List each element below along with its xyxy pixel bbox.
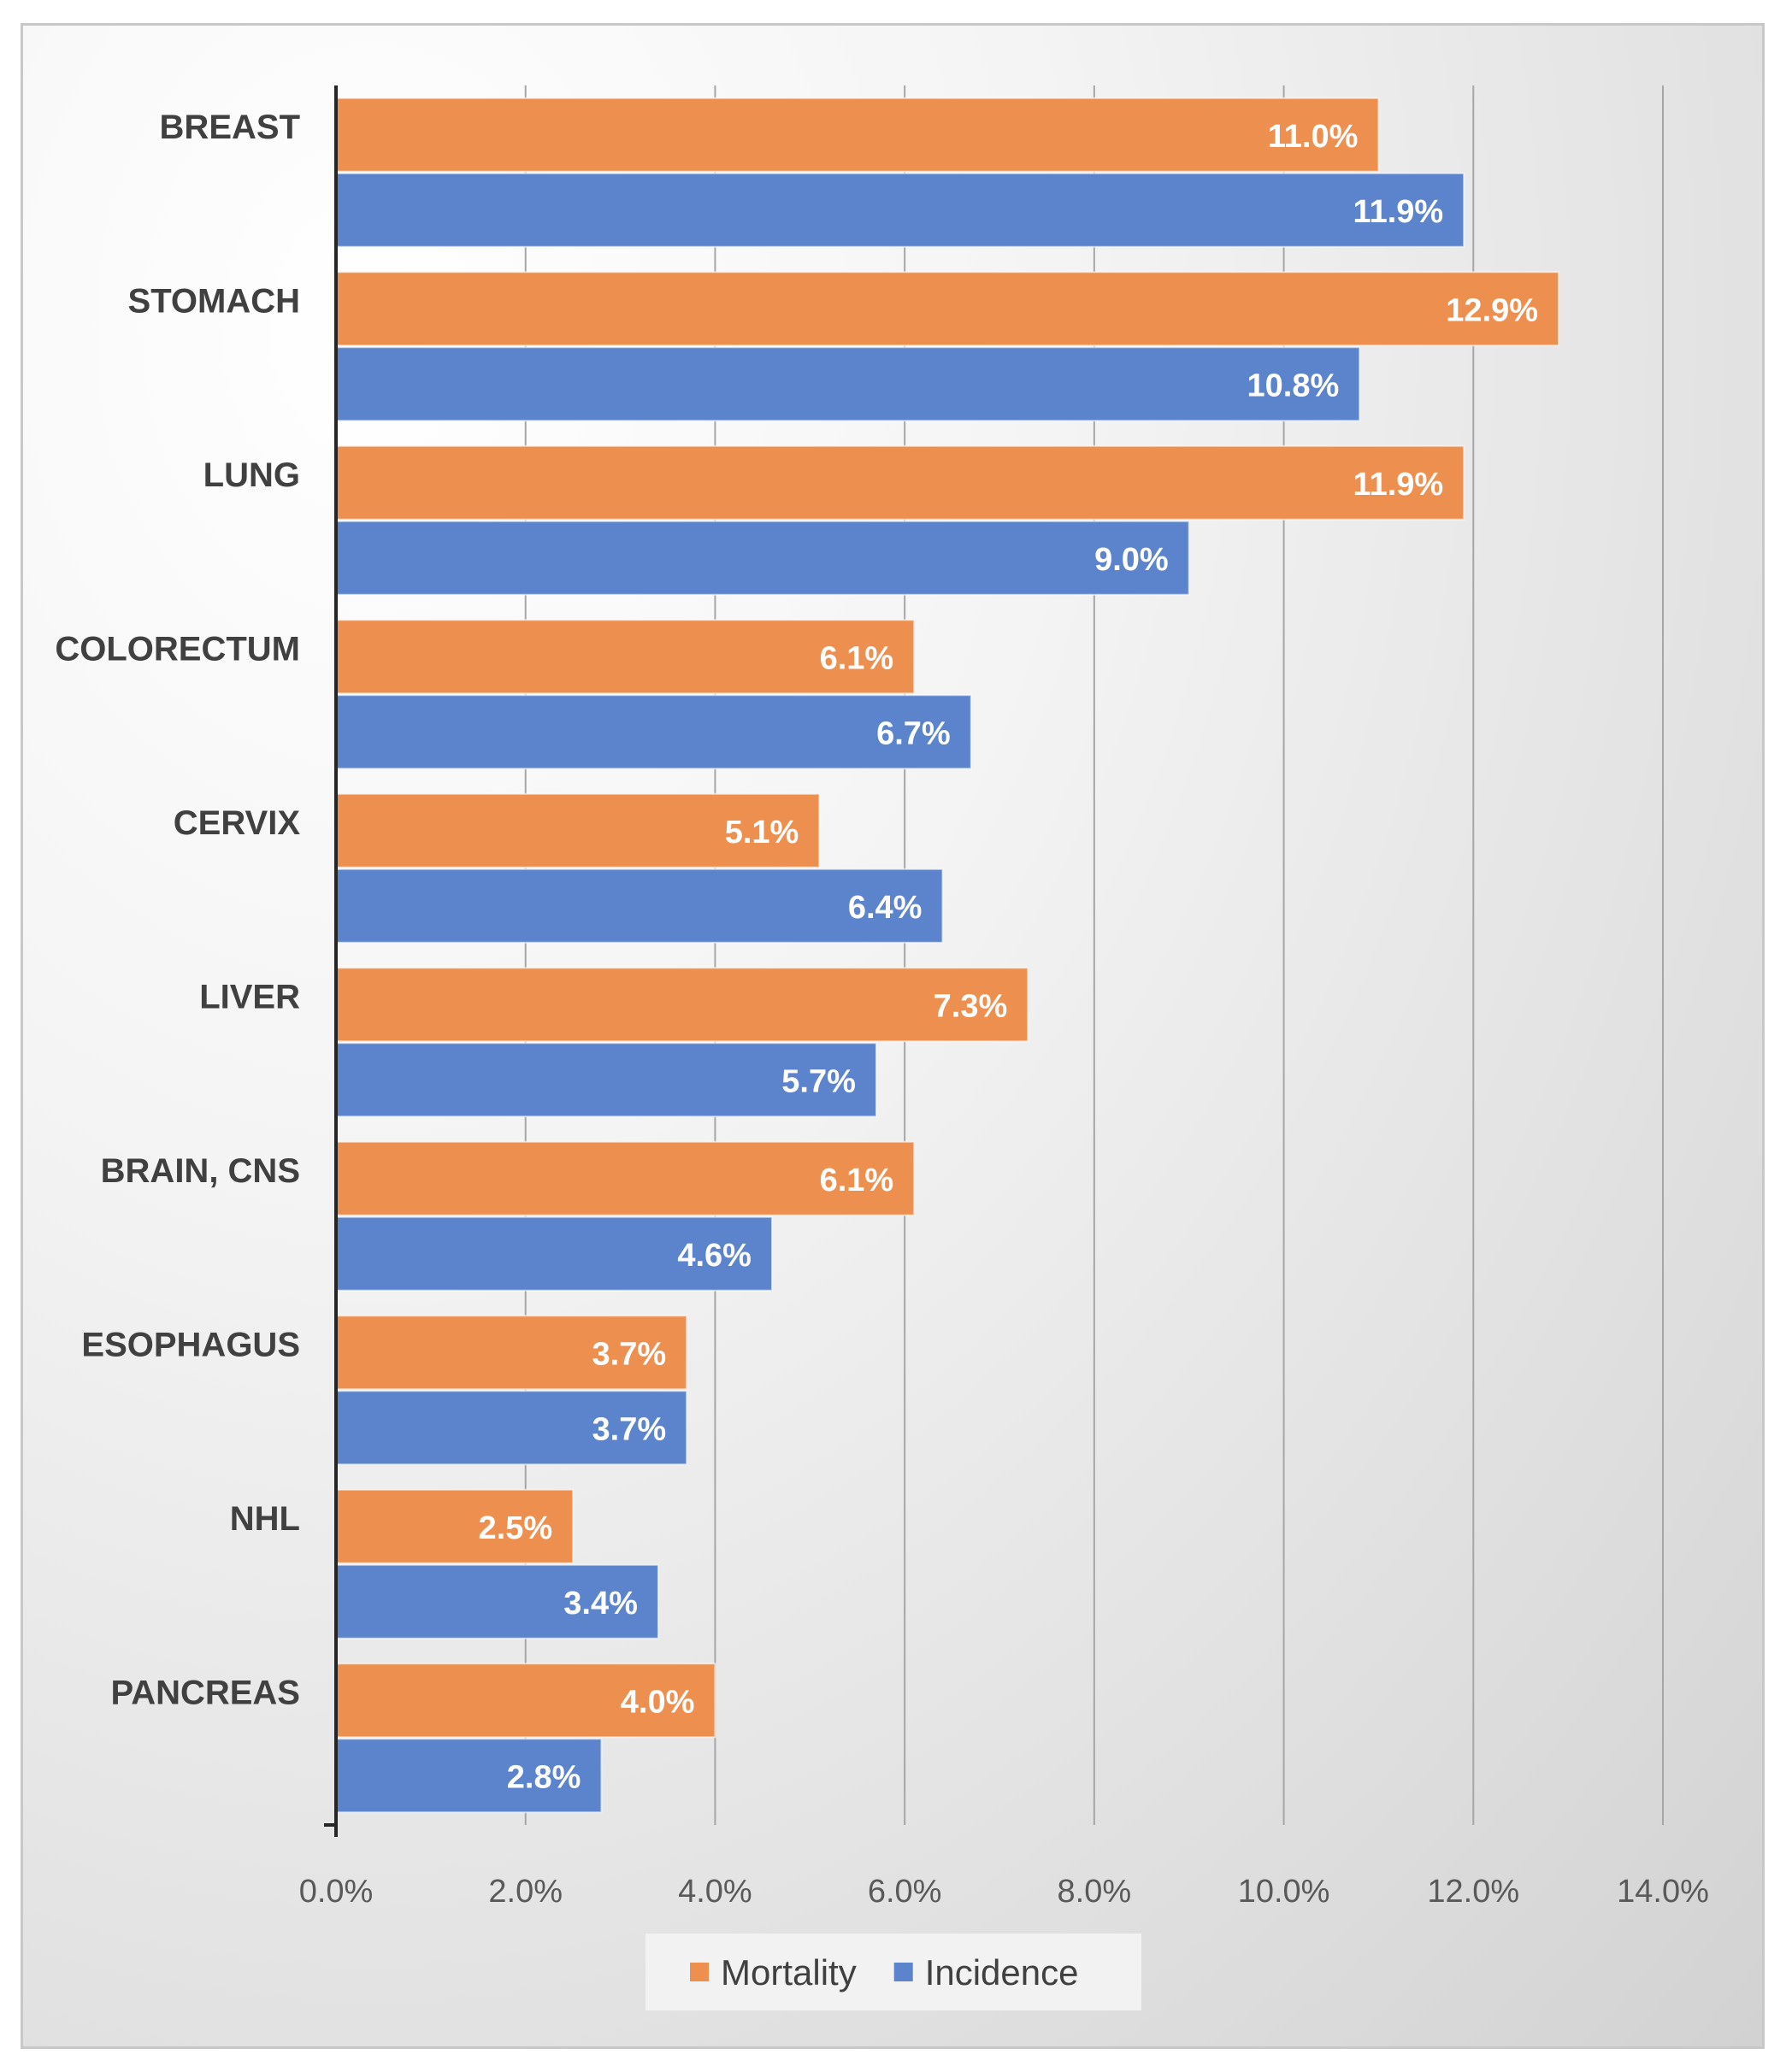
bar-mortality-lung [335, 444, 1465, 521]
x-tick-label-0: 0.0% [299, 1874, 374, 1910]
data-label-incidence-liver: 5.7% [781, 1063, 856, 1099]
category-label-lung: LUNG [203, 456, 300, 494]
bar-mortality-breast [335, 97, 1380, 173]
bar-incidence-nhl [335, 1563, 659, 1639]
chart-frame: 11.0% 11.9% BREAST 12.9% 10.8% STOMACH 11.9% 9.… [21, 23, 1765, 2049]
x-tick-label-1: 2.0% [488, 1874, 563, 1910]
category-label-liver: LIVER [199, 978, 300, 1015]
bar-mortality-cervix [335, 792, 821, 868]
data-label-incidence-lung: 9.0% [1094, 542, 1169, 578]
data-label-incidence-esophagus: 3.7% [592, 1411, 667, 1447]
category-label-pancreas: PANCREAS [110, 1674, 300, 1711]
bar-mortality-esophagus [335, 1315, 688, 1391]
data-label-incidence-colorectum: 6.7% [876, 715, 951, 751]
data-label-incidence-cervix: 6.4% [848, 890, 923, 926]
bar-chart: 11.0% 11.9% BREAST 12.9% 10.8% STOMACH 11.9% 9.… [55, 85, 1709, 2010]
data-label-mortality-colorectum: 6.1% [820, 640, 894, 676]
legend-swatch-mortality [690, 1963, 709, 1981]
bar-incidence-breast [335, 172, 1465, 248]
x-tick-label-4: 8.0% [1058, 1874, 1132, 1910]
data-label-incidence-breast: 11.9% [1353, 194, 1444, 230]
data-label-mortality-pancreas: 4.0% [621, 1684, 695, 1720]
bar-incidence-pancreas [335, 1738, 603, 1814]
data-label-incidence-brain-cns: 4.6% [677, 1238, 752, 1274]
data-label-mortality-liver: 7.3% [934, 988, 1008, 1024]
category-label-stomach: STOMACH [128, 282, 300, 320]
bar-mortality-brain-cns [335, 1140, 916, 1216]
x-tick-label-3: 6.0% [868, 1874, 942, 1910]
bar-mortality-stomach [335, 271, 1560, 347]
category-label-cervix: CERVIX [174, 804, 301, 842]
legend-box [645, 1934, 1141, 2010]
category-label-nhl: NHL [230, 1500, 300, 1538]
category-label-brain-cns: BRAIN, CNS [101, 1152, 300, 1190]
data-label-mortality-lung: 11.9% [1353, 467, 1444, 503]
x-tick-label-7: 14.0% [1617, 1874, 1709, 1910]
data-label-incidence-nhl: 3.4% [563, 1586, 638, 1622]
data-label-mortality-brain-cns: 6.1% [820, 1163, 894, 1198]
x-tick-label-5: 10.0% [1238, 1874, 1330, 1910]
data-label-incidence-stomach: 10.8% [1247, 368, 1340, 403]
data-label-mortality-cervix: 5.1% [725, 815, 799, 851]
x-tick-label-2: 4.0% [678, 1874, 752, 1910]
category-label-breast: BREAST [160, 109, 300, 146]
data-label-incidence-pancreas: 2.8% [507, 1759, 581, 1795]
x-tick-label-6: 12.0% [1427, 1874, 1519, 1910]
data-label-mortality-stomach: 12.9% [1446, 292, 1538, 328]
data-label-mortality-esophagus: 3.7% [592, 1336, 667, 1372]
bar-incidence-liver [335, 1042, 877, 1118]
data-label-mortality-nhl: 2.5% [479, 1510, 553, 1546]
bar-mortality-liver [335, 967, 1029, 1043]
legend-label-mortality: Mortality [721, 1952, 857, 1993]
bar-incidence-brain-cns [335, 1216, 773, 1292]
bar-incidence-colorectum [335, 694, 972, 770]
legend-label-incidence: Incidence [925, 1952, 1079, 1993]
bar-incidence-stomach [335, 346, 1361, 422]
bar-mortality-pancreas [335, 1663, 716, 1739]
bar-mortality-nhl [335, 1488, 575, 1564]
data-label-mortality-breast: 11.0% [1268, 119, 1359, 155]
bar-incidence-lung [335, 520, 1190, 596]
category-label-esophagus: ESOPHAGUS [81, 1326, 300, 1363]
category-label-colorectum: COLORECTUM [55, 630, 300, 668]
legend-swatch-incidence [893, 1963, 913, 1981]
